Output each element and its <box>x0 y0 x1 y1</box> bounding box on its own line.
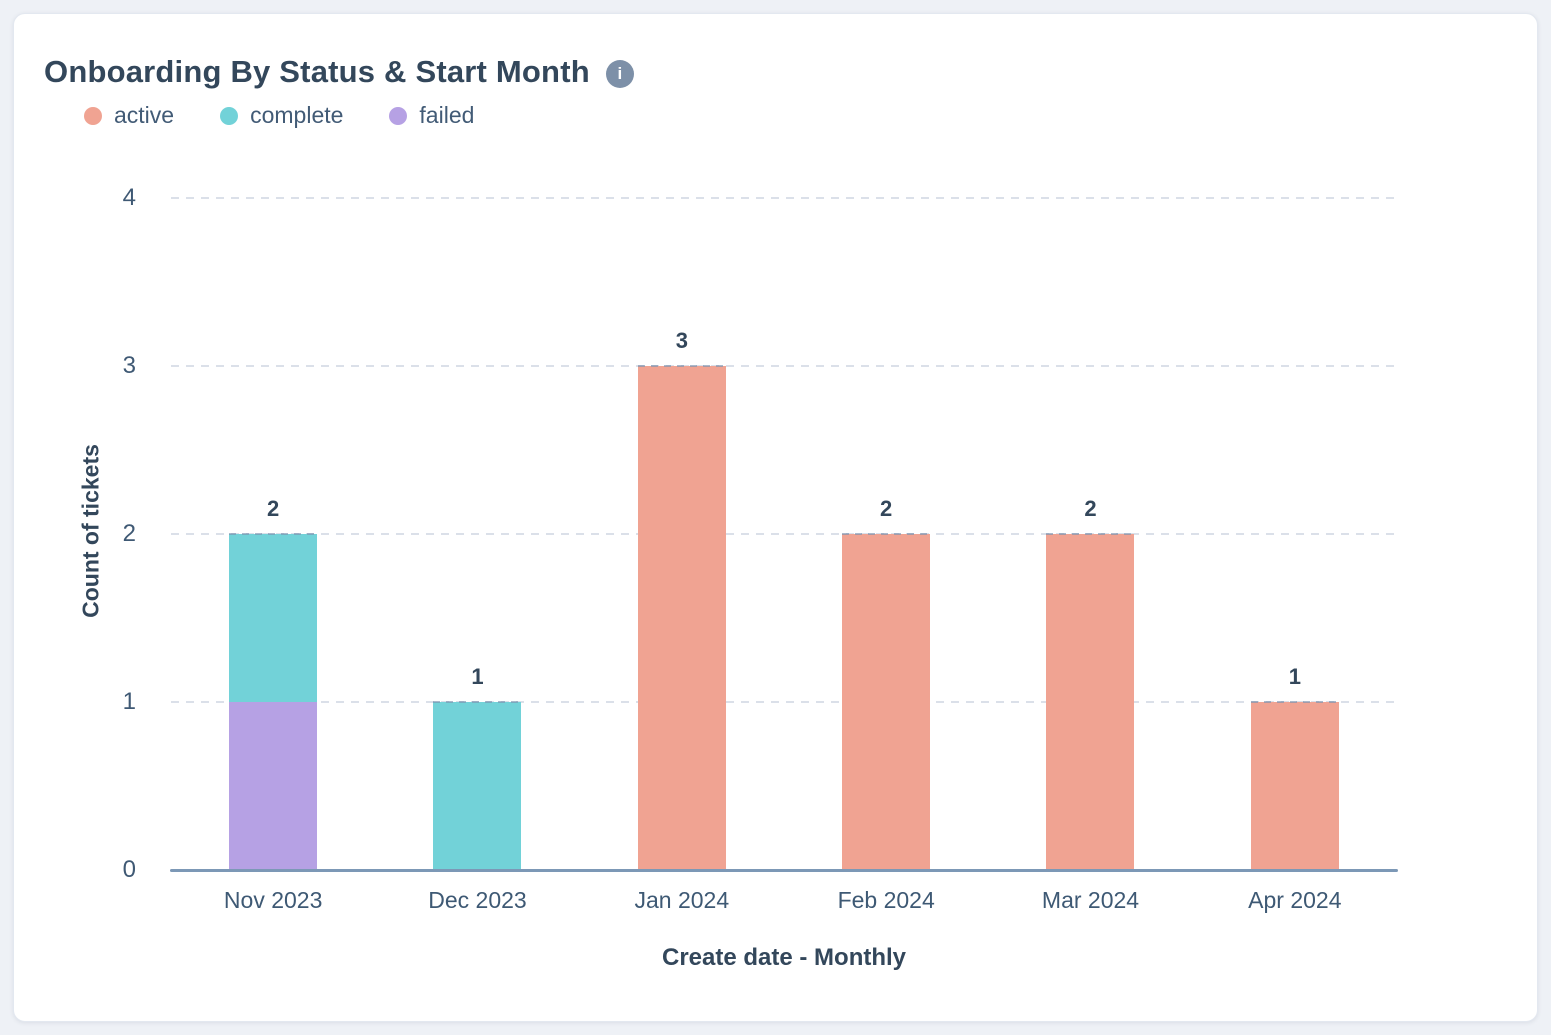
bar-feb-2024[interactable] <box>842 533 931 870</box>
legend-item-active[interactable]: active <box>84 102 174 129</box>
bar-slot-jan-2024: 3 Jan 2024 <box>580 198 784 913</box>
gridline-y4 <box>171 197 1397 199</box>
y-tick-label-1: 1 <box>122 688 136 715</box>
page-title: Onboarding By Status & Start Month <box>44 54 590 89</box>
legend-item-failed[interactable]: failed <box>389 102 474 129</box>
bar-nov-2023[interactable] <box>229 533 318 870</box>
x-tick-label: Apr 2024 <box>1248 887 1342 913</box>
legend-dot-failed <box>389 106 408 125</box>
x-axis-title: Create date - Monthly <box>661 944 907 971</box>
legend-label: failed <box>419 102 475 128</box>
bar-segment-complete[interactable] <box>433 702 522 870</box>
bar-segment-active[interactable] <box>1250 702 1339 870</box>
bar-slot-mar-2024: 2 Mar 2024 <box>988 198 1192 913</box>
x-tick-label: Nov 2023 <box>223 887 323 913</box>
info-icon[interactable]: i <box>605 59 634 88</box>
bar-mar-2024[interactable] <box>1046 533 1135 870</box>
legend-dot-active <box>84 106 102 125</box>
bar-apr-2024[interactable] <box>1250 701 1339 870</box>
y-tick-label-2: 2 <box>122 520 136 547</box>
x-axis-line <box>170 869 1398 872</box>
legend-label: active <box>114 102 175 128</box>
x-tick-label: Feb 2024 <box>837 887 935 913</box>
x-tick-label: Dec 2023 <box>428 887 527 913</box>
y-tick-label-0: 0 <box>122 856 136 883</box>
chart-plot-area: 0 1 2 3 4 2 Nov 2023 1 Dec 2023 3 Jan 2024 2 Feb 202… <box>123 184 1397 913</box>
bar-value-label: 2 <box>880 496 893 521</box>
report-card: Onboarding By Status & Start Month i act… <box>13 13 1538 1022</box>
bar-value-label: 1 <box>1288 664 1301 689</box>
bar-slot-dec-2023: 1 Dec 2023 <box>375 198 579 913</box>
legend: active complete failed <box>84 102 474 129</box>
gridline-y3 <box>171 365 1397 367</box>
bar-value-label: 1 <box>471 664 484 689</box>
bar-segment-active[interactable] <box>637 366 726 870</box>
bar-segment-complete[interactable] <box>229 534 318 702</box>
report-header: Onboarding By Status & Start Month i <box>44 54 634 90</box>
bar-slot-apr-2024: 1 Apr 2024 <box>1193 198 1397 913</box>
gridline-y2 <box>171 533 1397 535</box>
legend-label: complete <box>250 102 344 128</box>
bar-value-label: 2 <box>1084 496 1097 521</box>
legend-dot-complete <box>220 106 239 125</box>
bar-slot-nov-2023: 2 Nov 2023 <box>171 198 375 913</box>
bar-segment-failed[interactable] <box>229 702 318 870</box>
bar-segment-active[interactable] <box>842 534 931 870</box>
bar-value-label: 2 <box>267 496 280 521</box>
x-tick-label: Jan 2024 <box>634 887 730 913</box>
legend-item-complete[interactable]: complete <box>220 102 343 129</box>
y-tick-label-3: 3 <box>122 352 136 379</box>
bar-slot-feb-2024: 2 Feb 2024 <box>784 198 988 913</box>
bar-segment-active[interactable] <box>1046 534 1135 870</box>
gridline-y1 <box>171 701 1397 703</box>
x-tick-label: Mar 2024 <box>1041 887 1140 913</box>
bar-dec-2023[interactable] <box>433 701 522 870</box>
bar-jan-2024[interactable] <box>637 365 726 870</box>
y-tick-label-4: 4 <box>122 184 136 211</box>
bar-value-label: 3 <box>675 328 688 353</box>
